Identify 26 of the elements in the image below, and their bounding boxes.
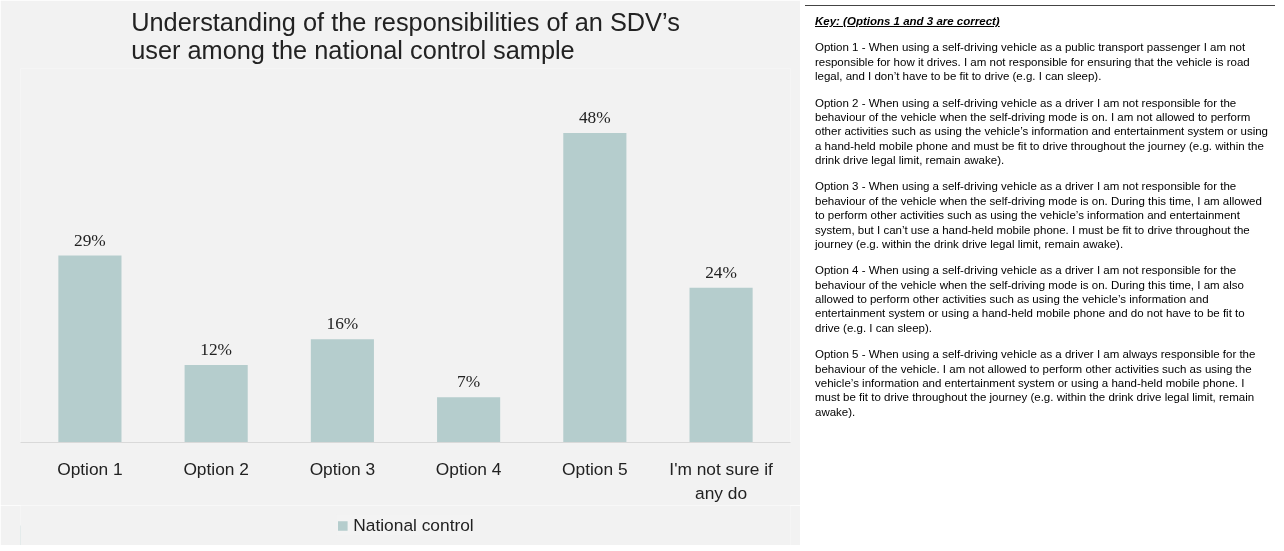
text: Option 4 - When using a self-driving vehicle as a driver I am not responsible for the behaviour of the vehicle when the self-driving mode is on. During this time, I am also allowed to perform other activities such as using the vehicle’s information and entertainment system or using a hand-held mobile phone and do not have to be fit to drive (e.g. I can sleep). [815,263,1246,336]
text: Key: (Options 1 and 3 are correct) [815,14,1001,29]
x-tick-label: I'm not sure if any do [669,458,773,503]
x-tick-label: Option 4 [435,458,502,479]
chart-title: Understanding of the responsibilities of an SDV’s user among the national control sample [131,7,680,64]
bar [58,255,122,443]
data-label: 29% [74,230,106,250]
bar [563,132,627,443]
bar [310,339,374,443]
text: Option 1 - When using a self-driving vehicle as a public transport passenger I am not responsible for how it drives. I am not responsible for ensuring that the vehicle is road legal, and I don’t have to be fit to drive (e.g. I can sleep). [815,40,1251,84]
bar [437,397,501,443]
bar [184,365,248,443]
legend-label: National control [353,514,474,536]
x-tick-label: Option 5 [562,458,628,479]
text: Option 5 - When using a self-driving vehicle as a driver I am always responsible for the behaviour of the vehicle. I am not allowed to perform other activities such as using the vehicle’s information and entertainment system or using a hand-held mobile phone. I must be fit to drive throughout the journey (e.g. within the drink drive legal limit, remain awake). [815,347,1257,419]
x-tick-label: Option 2 [183,458,249,479]
data-label: 12% [200,340,233,360]
data-label: 16% [326,314,359,334]
data-label: 48% [578,107,611,127]
data-label: 7% [457,372,481,392]
data-label: 24% [705,262,737,282]
x-tick-label: Option 1 [57,458,123,479]
bar [689,287,753,443]
text: Option 3 - When using a self-driving vehicle as a driver I am not responsible for the behaviour of the vehicle when the self-driving mode is on. During this time, I am allowed to perform other activities such as using the vehicle’s information and entertainment system, but I can’t use a hand-held mobile phone. I must be fit to drive throughout the journey (e.g. within the drink drive legal limit, remain awake). [815,179,1263,252]
x-tick-label: Option 3 [309,458,376,479]
text: Option 2 - When using a self-driving vehicle as a driver I am not responsible for the behaviour of the vehicle when the self-driving mode is on. I am not allowed to perform other activities such as using the vehicle’s information and entertainment system or using a hand-held mobile phone and must be fit to drive throughout the journey (e.g. within the drink drive legal limit, remain awake). [815,95,1269,168]
